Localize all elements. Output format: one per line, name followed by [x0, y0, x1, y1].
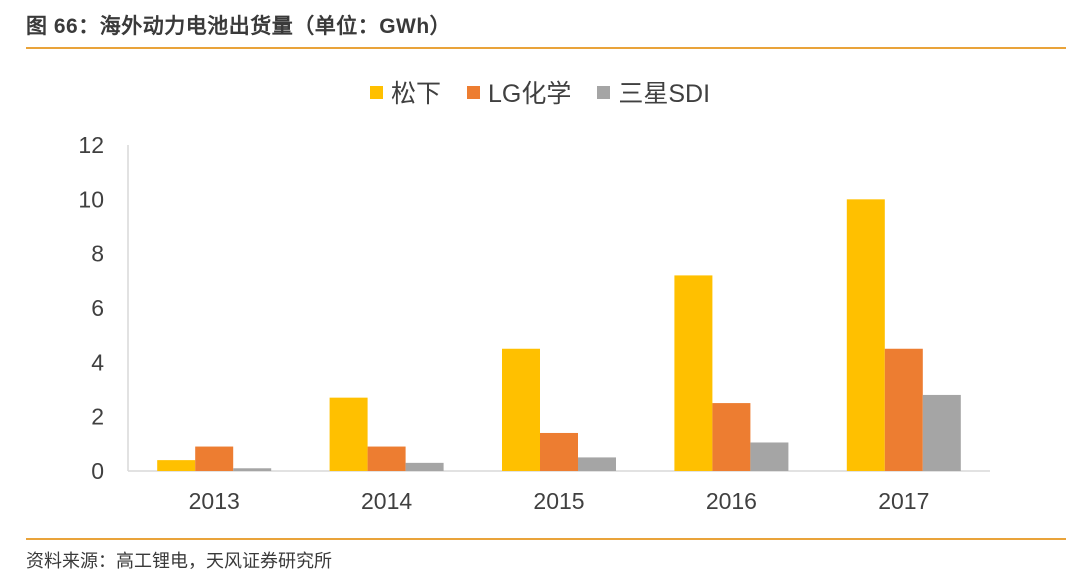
bar-2013-samsung-sdi	[233, 468, 272, 471]
y-tick-label: 8	[91, 241, 104, 267]
y-tick-label: 6	[91, 295, 104, 321]
x-tick-label: 2016	[706, 488, 757, 514]
y-tick-label: 12	[78, 132, 104, 158]
y-tick-label: 4	[91, 349, 104, 375]
legend-item-panasonic: 松下	[369, 74, 441, 110]
legend-item-lg-chem: LG化学	[466, 74, 572, 110]
x-tick-label: 2015	[533, 488, 584, 514]
legend-label-lg-chem: LG化学	[487, 80, 572, 108]
legend-swatch-lg-chem	[466, 85, 480, 99]
bar-2015-panasonic	[502, 348, 540, 471]
bar-2015-samsung-sdi	[578, 457, 616, 471]
bar-2013-lg-chem	[195, 446, 234, 471]
y-tick-label: 10	[78, 186, 104, 212]
x-tick-label: 2014	[361, 488, 412, 514]
bar-2016-lg-chem	[712, 403, 751, 471]
bar-2013-panasonic	[157, 460, 196, 471]
legend-item-samsung-sdi: 三星SDI	[597, 74, 710, 110]
bar-2016-panasonic	[674, 275, 713, 471]
bar-2016-samsung-sdi	[750, 442, 789, 471]
bar-2017-panasonic	[846, 199, 885, 472]
bar-2014-samsung-sdi	[405, 462, 444, 471]
bar-2015-lg-chem	[540, 432, 578, 471]
legend-label-panasonic: 松下	[390, 80, 441, 108]
bar-2017-lg-chem	[884, 348, 923, 471]
y-tick-label: 0	[91, 458, 104, 484]
figure-title: 图 66：海外动力电池出货量（单位：GWh）	[26, 15, 452, 38]
x-tick-label: 2013	[189, 488, 240, 514]
bar-2014-lg-chem	[367, 446, 406, 471]
x-axis: 2013 2014 2015 2016 2017	[128, 470, 990, 514]
y-tick-label: 2	[91, 404, 104, 430]
legend-swatch-panasonic	[369, 85, 383, 99]
x-tick-label: 2017	[878, 488, 929, 514]
bar-groups	[157, 199, 961, 472]
bar-2014-panasonic	[329, 397, 368, 471]
source-note: 资料来源：高工锂电，天风证券研究所	[26, 551, 332, 571]
y-axis: 0 2 4 6 8 10 12	[78, 132, 129, 484]
legend-swatch-samsung-sdi	[597, 85, 611, 99]
bar-2017-samsung-sdi	[922, 394, 961, 471]
legend-label-samsung-sdi: 三星SDI	[618, 80, 711, 108]
title-divider	[26, 47, 1066, 49]
source-divider	[26, 538, 1066, 540]
chart-legend: 松下 LG化学 三星SDI	[0, 74, 1080, 110]
